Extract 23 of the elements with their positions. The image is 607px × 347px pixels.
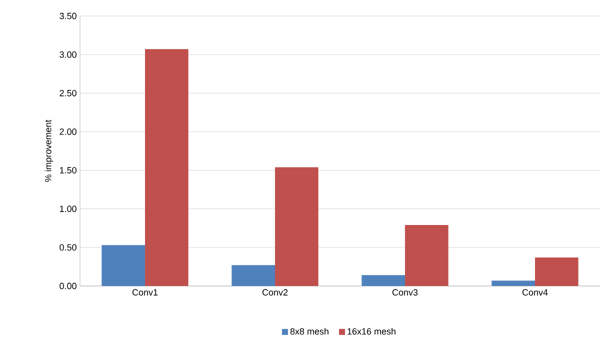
x-tick-label: Conv3	[392, 289, 418, 296]
x-tick-label: Conv2	[262, 289, 288, 296]
legend-label: 8x8 mesh	[290, 328, 328, 335]
y-tick-label: 3.50	[60, 12, 76, 20]
bar	[145, 49, 188, 286]
bar	[102, 245, 146, 286]
bar	[275, 167, 318, 286]
y-tick-label: 0.00	[60, 282, 76, 290]
x-tick-label: Conv1	[132, 289, 158, 296]
legend-label: 16x16 mesh	[348, 328, 396, 335]
bar	[534, 257, 578, 286]
x-tick-label: Conv4	[522, 289, 548, 296]
bar	[362, 275, 405, 286]
y-tick-label: 3.00	[60, 51, 76, 58]
y-tick-label: 1.00	[60, 206, 76, 212]
y-tick-label: 1.50	[60, 167, 76, 174]
y-tick-label: 2.00	[60, 128, 76, 135]
y-tick-label: 2.50	[60, 90, 76, 96]
bar	[232, 265, 275, 286]
bar	[405, 225, 448, 286]
y-tick-label: 0.50	[60, 244, 76, 251]
bar	[492, 280, 535, 286]
y-axis-title: % improvement	[44, 120, 54, 182]
